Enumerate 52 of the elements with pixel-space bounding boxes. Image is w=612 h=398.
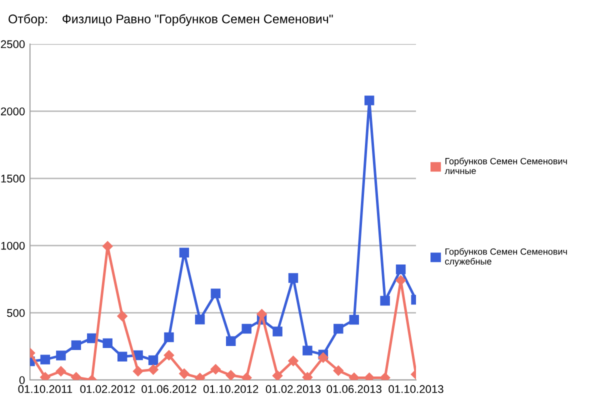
point (195, 314, 205, 324)
point (302, 372, 313, 380)
x-tick-label: 01.02.2012 (80, 385, 135, 394)
point (333, 365, 344, 376)
x-tick-label: 01.10.2013 (388, 385, 444, 394)
point (179, 368, 190, 379)
point (148, 355, 158, 366)
point (210, 288, 221, 298)
point (148, 364, 158, 375)
point (164, 350, 174, 360)
point (288, 273, 298, 283)
point (210, 364, 221, 374)
point (56, 350, 66, 360)
y-tick-label: 2500 (0, 40, 25, 48)
point (164, 332, 174, 342)
point (132, 366, 144, 376)
legend-label: Горбунков Семен Семенович личные (444, 158, 567, 174)
point (302, 346, 312, 356)
point (288, 356, 298, 366)
point (102, 338, 112, 348)
point (334, 324, 344, 334)
point (226, 370, 236, 380)
point (40, 354, 50, 364)
chart-title: Отбор: Физлицо Равно "Горбунков Семен Семенович" (8, 14, 333, 26)
point (71, 340, 82, 350)
y-tick-label: 2000 (0, 107, 25, 116)
point (349, 314, 359, 325)
point (272, 326, 282, 336)
point (380, 296, 390, 306)
x-tick-label: 01.02.2013 (266, 385, 321, 394)
point (179, 248, 190, 258)
point (102, 241, 113, 252)
point (396, 264, 406, 274)
legend-label: Горбунков Семен Семенович служебные (445, 248, 567, 266)
point (242, 324, 252, 334)
x-tick-label: 01.10.2012 (203, 385, 258, 394)
point (318, 352, 328, 363)
point (117, 311, 128, 322)
point (56, 366, 66, 376)
y-tick-label: 1000 (1, 242, 25, 250)
point (364, 96, 374, 106)
point (272, 370, 283, 380)
point (117, 352, 128, 362)
y-tick-label: 500 (7, 309, 25, 317)
y-tick-label: 1500 (1, 174, 25, 183)
x-tick-label: 01.10.2011 (18, 385, 72, 394)
x-tick-label: 01.06.2012 (142, 385, 196, 394)
point (226, 336, 236, 346)
x-tick-label: 01.06.2013 (326, 385, 382, 394)
point (71, 372, 82, 380)
point (40, 372, 50, 380)
y-tick-label: 0 (19, 376, 25, 384)
